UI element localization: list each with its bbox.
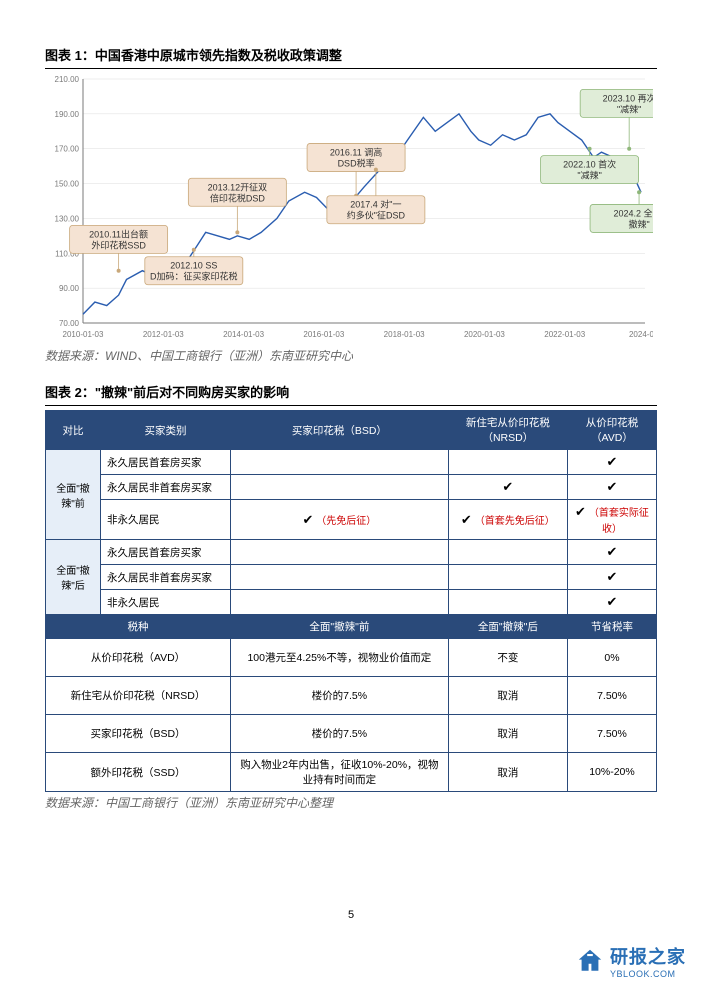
brand-cn: 研报之家 (610, 943, 686, 969)
table-row: 永久居民非首套房买家✔ (46, 565, 657, 590)
svg-text:约多伙"征DSD: 约多伙"征DSD (347, 210, 406, 221)
table-row: 非永久居民✔ (46, 590, 657, 615)
svg-text:2010.11出台额: 2010.11出台额 (89, 228, 148, 239)
fig2-source: 数据来源：中国工商银行（亚洲）东南亚研究中心整理 (45, 794, 657, 811)
svg-text:210.00: 210.00 (55, 75, 80, 84)
table-row: 买家印花税（BSD）楼价的7.5%取消7.50% (46, 715, 657, 753)
svg-text:2016.11 调高: 2016.11 调高 (330, 146, 382, 157)
table-header: 对比 (46, 411, 101, 450)
table-row: 永久居民非首套房买家✔✔ (46, 475, 657, 500)
svg-text:2022.10 首次: 2022.10 首次 (563, 159, 616, 170)
svg-text:2016-01-03: 2016-01-03 (303, 330, 344, 339)
table-row: 全面"撤辣"后永久居民首套房买家✔ (46, 540, 657, 565)
table-header: 全面"撤辣"后 (448, 615, 567, 639)
svg-text:2024.2 全面": 2024.2 全面" (613, 207, 653, 218)
fig1-chart: 70.0090.00110.00130.00150.00170.00190.00… (45, 73, 653, 343)
table-row: 额外印花税（SSD）购入物业2年内出售，征收10%-20%，视物业持有时间而定取… (46, 753, 657, 792)
svg-text:倍印花税DSD: 倍印花税DSD (210, 192, 266, 203)
svg-text:130.00: 130.00 (55, 214, 80, 223)
table-row: 非永久居民✔ （先免后征）✔ （首套先免后征）✔ （首套实际征收） (46, 500, 657, 540)
chart-svg: 70.0090.00110.00130.00150.00170.00190.00… (45, 73, 653, 343)
fig2-table: 对比买家类别买家印花税（BSD）新住宅从价印花税（NRSD）从价印花税（AVD）… (45, 410, 657, 792)
svg-text:2013.12开征双: 2013.12开征双 (208, 182, 268, 192)
table-header: 从价印花税（AVD） (567, 411, 656, 450)
svg-text:"减辣": "减辣" (577, 170, 601, 181)
table-header: 全面"撤辣"前 (231, 615, 449, 639)
table-row: 全面"撤辣"前永久居民首套房买家✔ (46, 450, 657, 475)
svg-text:外印花税SSD: 外印花税SSD (91, 239, 146, 250)
svg-text:2024-01-: 2024-01- (629, 330, 653, 339)
page-number: 5 (0, 909, 702, 921)
svg-text:2014-01-03: 2014-01-03 (223, 330, 264, 339)
table-header: 税种 (46, 615, 231, 639)
table-header: 买家类别 (101, 411, 231, 450)
svg-text:2010-01-03: 2010-01-03 (63, 330, 104, 339)
svg-text:2012.10 SS: 2012.10 SS (170, 261, 217, 271)
svg-text:90.00: 90.00 (59, 284, 80, 293)
svg-text:150.00: 150.00 (55, 180, 80, 189)
svg-text:170.00: 170.00 (55, 145, 80, 154)
svg-text:2020-01-03: 2020-01-03 (464, 330, 505, 339)
svg-text:190.00: 190.00 (55, 110, 80, 119)
svg-text:DSD税率: DSD税率 (338, 157, 375, 168)
brand-en: YBLOOK.COM (610, 969, 686, 979)
svg-text:2018-01-03: 2018-01-03 (384, 330, 425, 339)
svg-text:D加码：征买家印花税: D加码：征买家印花税 (150, 271, 238, 282)
brand-icon (576, 947, 604, 975)
svg-text:2017.4 对"一: 2017.4 对"一 (350, 199, 401, 210)
fig2-title: 图表 2："撤辣"前后对不同购房买家的影响 (45, 382, 657, 406)
svg-text:撤辣": 撤辣" (628, 218, 649, 229)
svg-text:70.00: 70.00 (59, 319, 80, 328)
svg-text:2023.10 再次: 2023.10 再次 (603, 92, 653, 103)
brand-footer: 研报之家 YBLOOK.COM (576, 943, 686, 979)
fig1-title: 图表 1：中国香港中原城市领先指数及税收政策调整 (45, 45, 657, 69)
fig1-source: 数据来源：WIND、中国工商银行（亚洲）东南亚研究中心 (45, 347, 657, 364)
svg-text:"减辣": "减辣" (617, 103, 641, 114)
svg-text:2012-01-03: 2012-01-03 (143, 330, 184, 339)
table-header: 节省税率 (567, 615, 656, 639)
table-row: 新住宅从价印花税（NRSD）楼价的7.5%取消7.50% (46, 677, 657, 715)
table-header: 新住宅从价印花税（NRSD） (448, 411, 567, 450)
table-header: 买家印花税（BSD） (231, 411, 449, 450)
table-row: 从价印花税（AVD）100港元至4.25%不等，视物业价值而定不变0% (46, 639, 657, 677)
svg-text:2022-01-03: 2022-01-03 (544, 330, 585, 339)
